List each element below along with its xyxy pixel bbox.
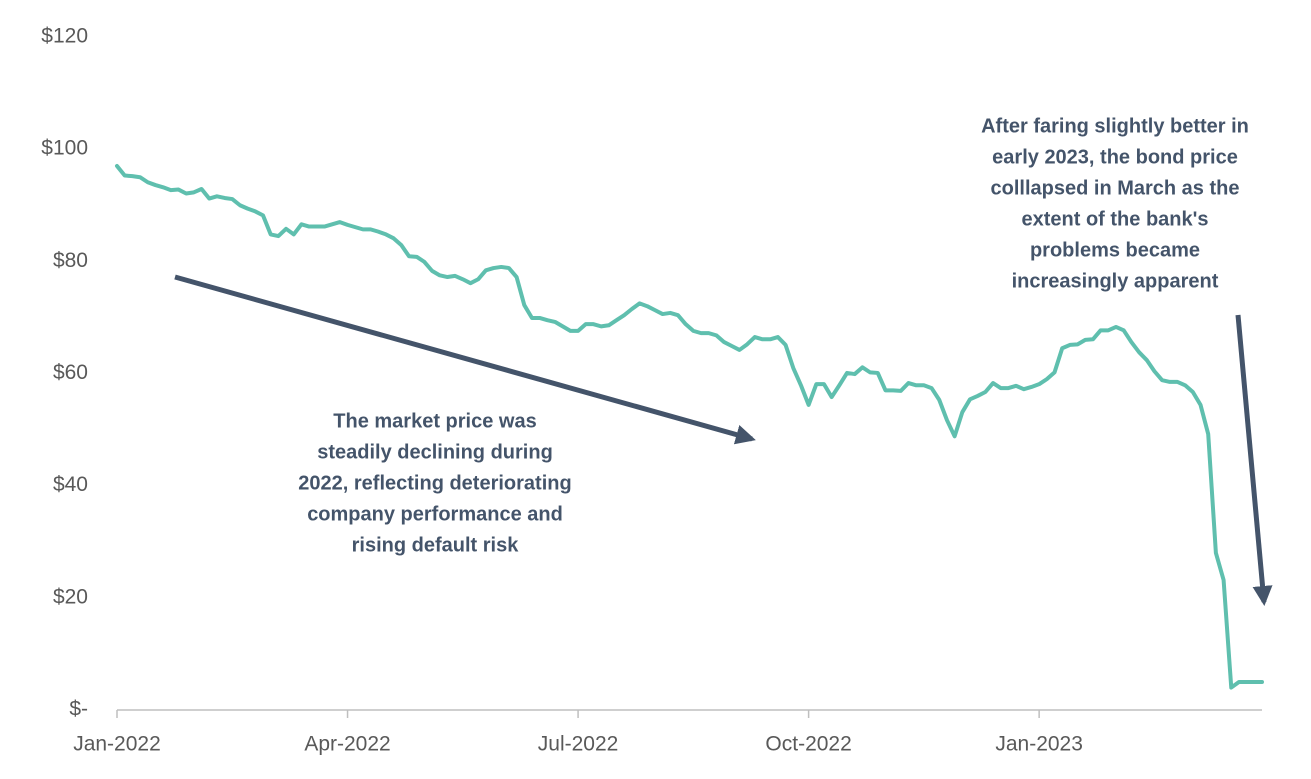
x-tick-label: Jan-2022 [73,733,161,756]
annotation-text: problems became [1030,239,1200,261]
annotation-text: After faring slightly better in [981,115,1249,137]
annotation-text: company performance and [307,503,563,525]
annotation-text: colllapsed in March as the [991,177,1240,199]
x-tick-label: Jan-2023 [995,733,1083,756]
annotation-text: rising default risk [352,534,520,556]
y-tick-label: $40 [53,473,88,496]
annotation-text: extent of the bank's [1021,208,1208,230]
annotation-text: early 2023, the bond price [992,146,1238,168]
annotation-arrow [1235,314,1273,606]
y-tick-label: $- [69,698,88,721]
price-line [115,163,1264,690]
x-tick-label: Apr-2022 [304,733,390,756]
y-tick-label: $120 [41,25,88,48]
annotation-text: 2022, reflecting deteriorating [298,472,571,494]
y-tick-label: $60 [53,361,88,384]
annotation-text: steadily declining during [317,441,553,463]
y-tick-label: $80 [53,249,88,272]
annotation-arrow [174,274,756,445]
annotation-text: increasingly apparent [1012,270,1219,292]
x-tick-label: Oct-2022 [765,733,851,756]
y-tick-label: $100 [41,137,88,160]
y-tick-label: $20 [53,585,88,608]
annotation-text: The market price was [333,410,536,432]
x-tick-label: Jul-2022 [538,733,619,756]
